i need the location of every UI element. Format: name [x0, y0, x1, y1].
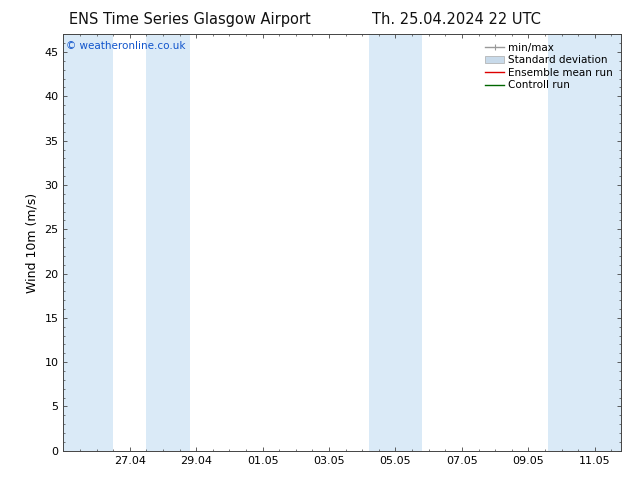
Text: Th. 25.04.2024 22 UTC: Th. 25.04.2024 22 UTC: [372, 12, 541, 27]
Legend: min/max, Standard deviation, Ensemble mean run, Controll run: min/max, Standard deviation, Ensemble me…: [482, 40, 616, 94]
Text: ENS Time Series Glasgow Airport: ENS Time Series Glasgow Airport: [69, 12, 311, 27]
Bar: [548, 34, 621, 451]
Bar: [63, 34, 113, 451]
Text: © weatheronline.co.uk: © weatheronline.co.uk: [66, 41, 186, 50]
Bar: [146, 34, 190, 451]
Bar: [369, 34, 422, 451]
Y-axis label: Wind 10m (m/s): Wind 10m (m/s): [26, 193, 39, 293]
